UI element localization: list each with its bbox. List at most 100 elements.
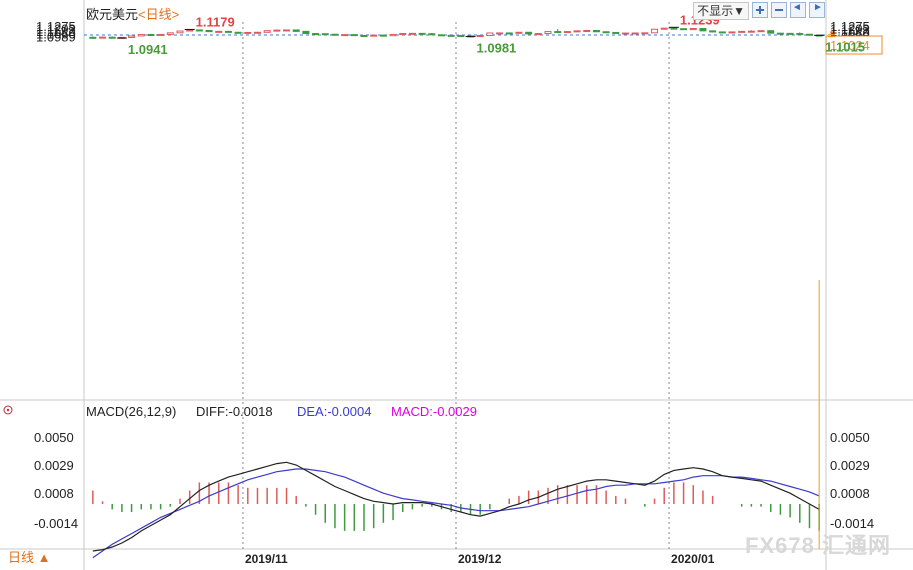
candle-body — [157, 33, 165, 36]
high-label: 1.1179 — [196, 14, 235, 29]
last-price-box — [825, 35, 883, 55]
candle-body — [195, 29, 203, 32]
scroll-right-icon[interactable] — [809, 2, 825, 18]
date-label: 2019/11 — [245, 552, 288, 566]
candle-body — [205, 29, 213, 33]
candle-body — [776, 32, 784, 35]
candle-body — [147, 34, 155, 37]
price-marker-icon: ≙ — [827, 30, 836, 42]
candle-body — [447, 34, 455, 37]
diff-line — [92, 461, 820, 552]
chart-header: 欧元美元<日线> — [86, 4, 179, 23]
candle-body — [757, 30, 765, 33]
symbol-title: 欧元美元 — [86, 7, 139, 22]
candle-body — [321, 33, 329, 36]
period-toggle-button[interactable]: 日线 ▲ — [8, 550, 51, 565]
candle-body — [544, 31, 552, 35]
macd-dea-label: DEA:-0.0004 — [297, 404, 371, 419]
candle-body — [408, 32, 416, 35]
candle-body — [273, 29, 281, 32]
candle-body — [496, 32, 504, 35]
macd-tick-right: 0.0029 — [830, 458, 870, 473]
date-label: 2019/12 — [458, 552, 502, 566]
price-tick-left: 1.1060 — [36, 27, 76, 42]
candle-body — [370, 34, 378, 37]
candle-body — [689, 28, 697, 31]
price-tick-right: 1.1203 — [830, 22, 870, 37]
low-label: 1.1015 — [825, 39, 865, 54]
candle-body — [350, 34, 358, 37]
candle-body — [767, 30, 775, 34]
candle-body — [399, 33, 407, 36]
macd-tick-left: 0.0029 — [34, 458, 74, 473]
candle-body — [786, 32, 794, 35]
candle-body — [592, 29, 600, 33]
zoom-out-icon[interactable] — [771, 2, 787, 18]
macd-tick-right: 0.0050 — [830, 430, 870, 445]
price-tick-left: 1.1132 — [36, 24, 75, 39]
low-label: 1.0941 — [128, 42, 168, 57]
candle-body — [805, 33, 813, 36]
candle-body — [651, 28, 659, 34]
candle-body — [699, 28, 707, 32]
macd-tick-right: 0.0008 — [830, 486, 870, 501]
hide-indicator-button[interactable]: 不显示▼ — [693, 2, 749, 20]
candle-body — [554, 31, 562, 34]
chart-toolbar: 不显示▼ — [693, 2, 825, 20]
macd-title: MACD(26,12,9) — [86, 404, 176, 419]
candle-body — [137, 33, 145, 37]
candle-body — [379, 34, 387, 37]
macd-value-label: MACD:-0.0029 — [391, 404, 477, 419]
candle-body — [534, 33, 542, 36]
candle-body — [89, 36, 97, 39]
last-price-label: 1.1024 — [830, 38, 870, 53]
zoom-in-icon[interactable] — [752, 2, 768, 18]
candle-body — [641, 32, 649, 35]
candle-body — [437, 34, 445, 37]
price-tick-left: 1.1203 — [36, 22, 76, 37]
candle-body — [331, 33, 339, 36]
candle-body — [234, 31, 242, 34]
candle-body — [292, 29, 300, 32]
candle-body — [476, 35, 484, 38]
candle-body — [128, 35, 136, 38]
candle-body — [389, 33, 397, 37]
period-selector[interactable]: <日线> — [138, 7, 180, 22]
candle-body — [224, 30, 232, 33]
candle-body — [602, 31, 610, 34]
candle-body — [428, 33, 436, 36]
candle-body — [631, 32, 639, 35]
candle-body — [341, 34, 349, 37]
candle-body — [108, 36, 116, 39]
candle-body — [505, 32, 513, 35]
low-label: 1.0981 — [477, 41, 517, 56]
candle-body — [612, 31, 620, 34]
candle-body — [244, 31, 252, 34]
watermark: FX678 汇通网 — [745, 533, 891, 558]
candle-body — [515, 31, 523, 34]
candle-body — [486, 32, 494, 37]
candle-body — [312, 33, 320, 36]
candle-body — [360, 35, 368, 38]
macd-tick-left: -0.0014 — [34, 516, 78, 531]
candle-body — [253, 31, 261, 34]
candle-body — [660, 27, 668, 30]
candle-body — [563, 31, 571, 34]
macd-tick-right: -0.0014 — [830, 516, 874, 531]
candle-body — [670, 27, 678, 30]
candle-body — [166, 32, 174, 35]
scroll-left-icon[interactable] — [790, 2, 806, 18]
candle-body — [709, 30, 717, 33]
target-icon — [3, 405, 13, 415]
date-label: 2020/01 — [671, 552, 715, 566]
price-tick-left: 1.0989 — [36, 29, 76, 44]
candle-body — [583, 29, 591, 32]
candle-body — [796, 33, 804, 36]
candle-body — [176, 30, 184, 34]
candle-body — [283, 29, 291, 32]
candle-body — [738, 30, 746, 33]
candle-body — [263, 30, 271, 33]
candle-body — [186, 29, 194, 32]
candle-body — [99, 36, 107, 39]
